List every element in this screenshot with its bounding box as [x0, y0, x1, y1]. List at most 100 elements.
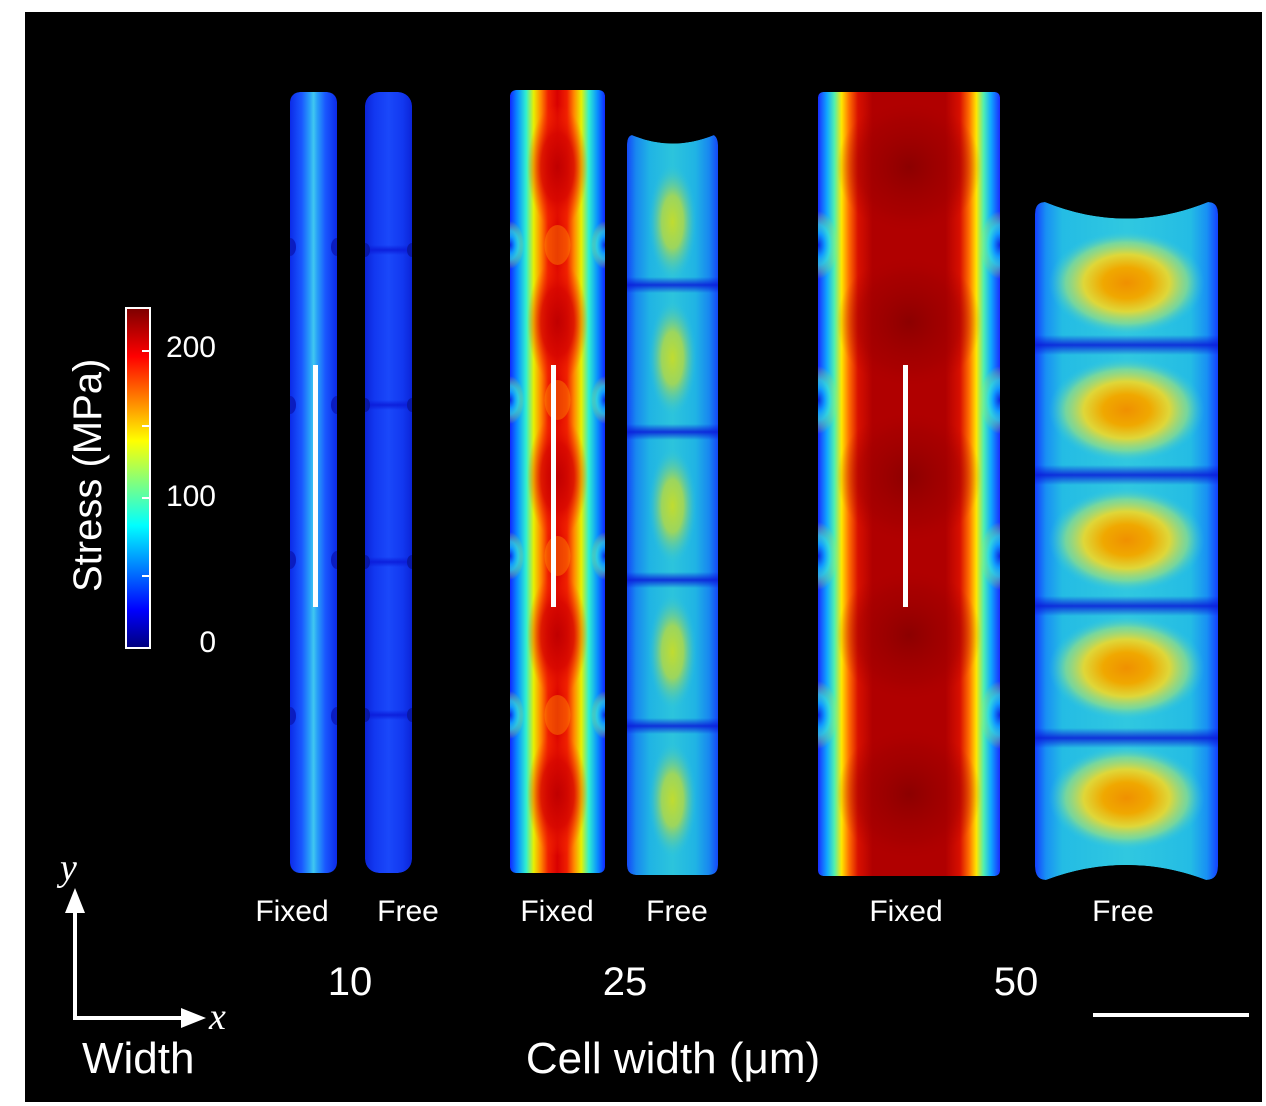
segment-boundary	[365, 557, 412, 567]
measurement-line-25-fixed	[551, 365, 556, 607]
constriction-zone	[544, 380, 571, 420]
segment-notch	[818, 211, 838, 279]
stress-hotspot	[837, 99, 981, 235]
panel-label-10-fixed: Fixed	[255, 895, 329, 928]
panel-label-25-fixed: Fixed	[520, 895, 594, 928]
y-axis-letter: y	[60, 847, 77, 889]
stress-hotspot	[527, 732, 588, 856]
segment-notch	[980, 211, 1000, 279]
stress-hotspot	[527, 105, 588, 229]
segment-boundary	[1035, 335, 1218, 355]
segment-boundary	[365, 245, 412, 255]
cell-width-label-25: 25	[602, 960, 648, 1004]
segment-boundary	[627, 277, 718, 293]
stress-hotspot	[527, 573, 588, 697]
segment-notch	[331, 238, 337, 256]
stress-hotspot	[837, 567, 981, 703]
segment-boundary	[627, 424, 718, 440]
segment-boundary	[365, 710, 412, 720]
segment-boundary	[627, 572, 718, 588]
colorbar-tick-mark	[142, 497, 149, 499]
segment-notch	[818, 522, 838, 590]
segment-notch	[591, 376, 605, 424]
segment-boundary	[1035, 596, 1218, 616]
colorbar-tick-mark	[142, 350, 149, 352]
segment-notch	[818, 366, 838, 434]
segment-notch	[365, 243, 370, 257]
stress-colorbar	[125, 307, 151, 649]
constriction-zone	[544, 225, 571, 265]
x-axis-title: Cell width (μm)	[525, 1034, 821, 1083]
segment-notch	[407, 708, 412, 722]
segment-notch	[818, 681, 838, 749]
segment-notch	[331, 396, 337, 414]
stress-hotspot	[648, 164, 697, 280]
measurement-line-50-fixed	[903, 365, 908, 607]
constriction-zone	[544, 695, 571, 735]
panel-label-50-fixed: Fixed	[869, 895, 943, 928]
stress-hotspot	[837, 726, 981, 862]
segment-notch	[510, 532, 524, 580]
stress-hotspot	[1048, 231, 1205, 335]
x-axis-arrowhead	[181, 1008, 206, 1028]
segment-boundary	[365, 400, 412, 410]
stress-hotspot	[1048, 488, 1205, 592]
segment-notch	[591, 532, 605, 580]
segment-notch	[980, 522, 1000, 590]
colorbar-tick-mark	[142, 425, 149, 427]
stress-hotspot	[648, 742, 697, 858]
x-axis-letter: x	[209, 996, 226, 1038]
colorbar-title: Stress (MPa)	[66, 358, 110, 592]
stress-hotspot	[648, 594, 697, 710]
segment-notch	[980, 681, 1000, 749]
panel-label-25-free: Free	[646, 895, 708, 928]
strip-overlay	[365, 243, 412, 722]
segment-boundary	[627, 718, 718, 734]
constriction-zone	[544, 536, 571, 576]
stress-hotspot	[648, 300, 697, 416]
stress-hotspot	[837, 254, 981, 390]
colorbar-tick-label: 200	[165, 331, 216, 364]
segment-notch	[407, 555, 412, 569]
colorbar-tick-label: 0	[199, 626, 216, 659]
strip-overlay	[818, 99, 1000, 862]
segment-notch	[510, 376, 524, 424]
colorbar-tick-mark	[142, 575, 149, 577]
segment-notch	[290, 551, 296, 569]
segment-boundary	[1035, 465, 1218, 485]
stress-hotspot	[1048, 616, 1205, 720]
stress-hotspot	[837, 409, 981, 545]
stress-hotspot	[527, 260, 588, 384]
stress-map-50-free	[1035, 202, 1218, 880]
scale-bar	[1093, 1013, 1249, 1017]
stress-hotspot	[527, 415, 588, 539]
segment-notch	[290, 396, 296, 414]
strip-body	[365, 92, 412, 873]
strip-overlay	[1035, 231, 1218, 850]
panel-label-10-free: Free	[377, 895, 439, 928]
segment-notch	[290, 707, 296, 725]
segment-notch	[407, 398, 412, 412]
measurement-line-10-fixed	[313, 365, 318, 607]
stress-map-50-fixed	[818, 92, 1000, 876]
orientation-caption: Width	[82, 1034, 195, 1083]
cell-width-label-50: 50	[993, 960, 1039, 1004]
stress-map-25-free	[627, 135, 718, 875]
stress-hotspot	[1048, 358, 1205, 462]
stress-hotspot	[1048, 746, 1205, 850]
segment-notch	[290, 238, 296, 256]
stress-map-10-free	[365, 92, 412, 873]
segment-boundary	[1035, 728, 1218, 748]
segment-notch	[510, 221, 524, 269]
segment-notch	[510, 691, 524, 739]
segment-notch	[591, 691, 605, 739]
segment-notch	[331, 707, 337, 725]
strip-overlay	[627, 164, 718, 858]
stress-hotspot	[648, 448, 697, 564]
panel-label-50-free: Free	[1092, 895, 1154, 928]
segment-notch	[407, 243, 412, 257]
colorbar-tick-label: 100	[165, 480, 216, 513]
stress-map-25-fixed	[510, 90, 605, 873]
segment-notch	[365, 708, 370, 722]
